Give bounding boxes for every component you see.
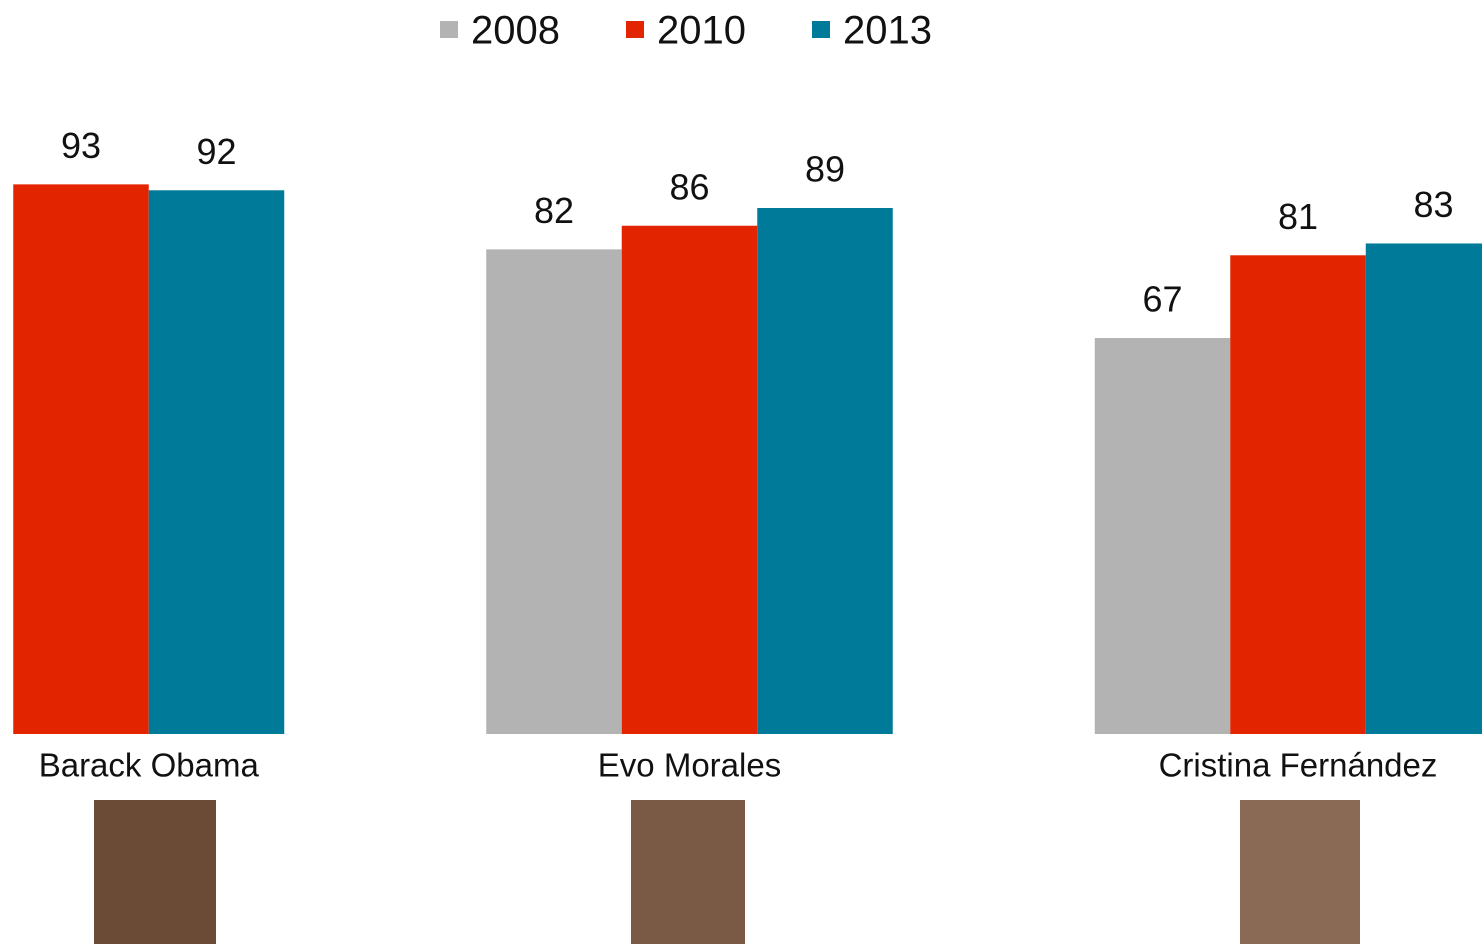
value-label: 89 [805,149,845,190]
photo-placeholder [631,800,745,944]
value-label: 86 [669,166,709,207]
bar [1230,255,1366,735]
legend-swatch [440,21,458,38]
value-label: 92 [196,131,236,172]
value-label: 81 [1278,196,1318,237]
value-label: 67 [1142,279,1182,320]
category-label: Barack Obama [39,747,260,784]
bar [1365,243,1482,734]
legend-swatch [812,21,830,38]
category-label: Cristina Fernández [1159,747,1438,784]
photo-placeholder [1240,800,1360,944]
bar [148,190,285,734]
legend-label: 2010 [657,9,746,53]
bar [621,225,758,735]
bar [1094,338,1231,734]
legend-swatch [626,21,644,38]
photos [94,800,1360,944]
bar [757,208,893,734]
bar [13,184,149,734]
legend-label: 2013 [843,9,932,53]
photo-placeholder [94,800,216,944]
bar [486,249,622,734]
value-label: 82 [534,190,574,231]
value-label: 93 [61,125,101,166]
category-label: Evo Morales [598,747,781,784]
value-label: 83 [1413,184,1453,225]
legend-label: 2008 [471,9,560,53]
